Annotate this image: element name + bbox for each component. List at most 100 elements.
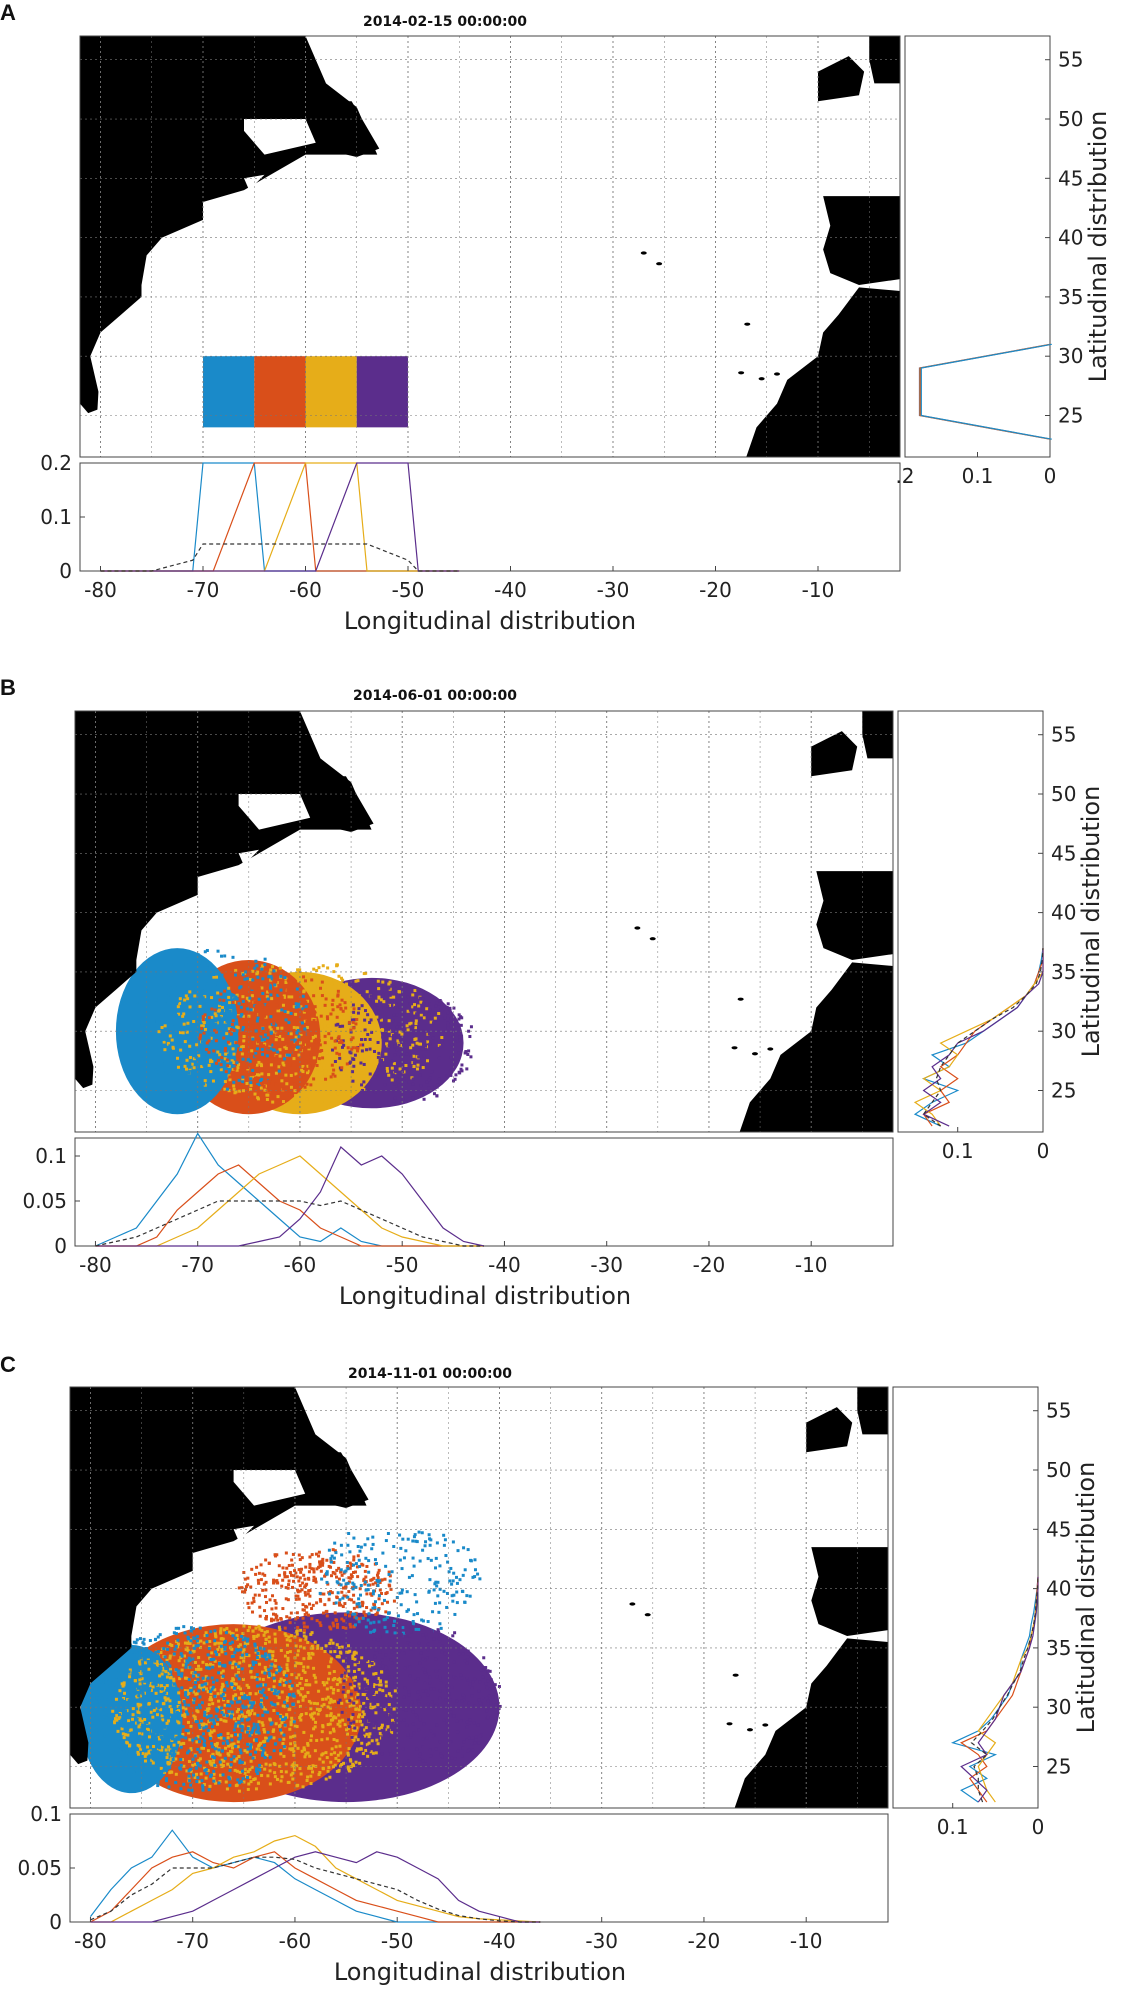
panel-b-particle: [203, 1079, 207, 1083]
panel-c-particle: [423, 1670, 427, 1674]
panel-c-particle: [304, 1683, 308, 1687]
panel-c-particle: [303, 1670, 307, 1674]
panel-c-particle: [222, 1713, 226, 1717]
panel-b-particle: [286, 1031, 290, 1035]
panel-c-particle: [342, 1679, 346, 1683]
panel-b-particle: [421, 1029, 425, 1033]
panel-c-particle: [381, 1664, 385, 1668]
panel-b-particle: [223, 1087, 227, 1091]
panel-c-particle: [302, 1657, 306, 1661]
panel-b-particle: [308, 1036, 312, 1040]
panel-c-particle: [361, 1692, 365, 1696]
panel-c-particle: [232, 1728, 236, 1732]
panel-c-particle: [176, 1638, 180, 1642]
panel-c-particle: [408, 1634, 412, 1638]
panel-b-particle: [205, 1047, 209, 1051]
panel-c-particle: [133, 1679, 137, 1683]
panel-c-particle: [374, 1561, 378, 1565]
panel-b-particle: [302, 1075, 306, 1079]
panel-c-particle: [320, 1646, 324, 1650]
panel-c-particle: [471, 1748, 475, 1752]
panel-c-particle: [283, 1575, 287, 1579]
panel-b-particle: [227, 1089, 231, 1093]
panel-c-particle: [280, 1731, 284, 1735]
panel-c-particle: [196, 1643, 200, 1647]
panel-c-particle: [163, 1686, 167, 1690]
panel-c-particle: [409, 1647, 413, 1651]
panel-c-particle: [250, 1666, 254, 1670]
panel-c-particle: [237, 1708, 241, 1712]
panel-b-particle: [224, 1009, 228, 1013]
panel-c-particle: [347, 1767, 351, 1771]
panel-c-particle: [363, 1704, 367, 1708]
panel-c-particle: [227, 1775, 231, 1779]
panel-c-particle: [374, 1672, 378, 1676]
panel-b-particle: [214, 1014, 218, 1018]
panel-c-particle: [135, 1651, 139, 1655]
panel-c-particle: [278, 1628, 282, 1632]
panel-b-particle: [192, 1066, 196, 1070]
panel-c-particle: [281, 1578, 285, 1582]
panel-b-particle: [401, 1052, 405, 1056]
panel-c-particle: [327, 1548, 331, 1552]
panel-c-particle: [332, 1560, 336, 1564]
panel-c-particle: [373, 1705, 377, 1709]
panel-b-particle: [387, 982, 391, 986]
panel-c-particle: [322, 1683, 326, 1687]
panel-c-particle: [484, 1666, 488, 1670]
panel-c-particle: [380, 1578, 384, 1582]
panel-b-particle: [435, 1001, 439, 1005]
panel-c-particle: [305, 1625, 309, 1629]
panel-b-particle: [242, 1035, 246, 1039]
panel-b-particle: [427, 1078, 431, 1082]
panel-c-particle: [220, 1758, 224, 1762]
panel-c-particle: [265, 1696, 269, 1700]
panel-c-particle: [357, 1558, 361, 1562]
panel-b-particle: [337, 1035, 341, 1039]
panel-b-particle: [205, 1037, 209, 1041]
panel-c-particle: [358, 1605, 362, 1609]
panel-c-particle: [225, 1681, 229, 1685]
panel-b-particle: [342, 1016, 346, 1020]
panel-b-particle: [290, 995, 294, 999]
panel-c-particle: [388, 1714, 392, 1718]
panel-b-particle: [274, 1082, 278, 1086]
panel-c-particle: [172, 1679, 176, 1683]
panel-c-particle: [376, 1638, 380, 1642]
panel-b-particle: [229, 1036, 233, 1040]
panel-c-particle: [220, 1648, 224, 1652]
panel-b-map: [74, 710, 894, 1133]
panel-b-particle: [164, 1010, 168, 1014]
panel-c-particle: [285, 1699, 289, 1703]
panel-b-particle: [251, 1072, 255, 1076]
panel-c-particle: [318, 1560, 322, 1564]
panel-c-particle: [181, 1713, 185, 1717]
panel-c-particle: [438, 1740, 442, 1744]
panel-c-particle: [387, 1703, 391, 1707]
panel-c-particle: [429, 1558, 433, 1562]
panel-c-particle: [455, 1601, 459, 1605]
panel-b-particle: [198, 1004, 202, 1008]
panel-b-particle: [448, 1008, 452, 1012]
panel-c-particle: [219, 1706, 223, 1710]
panel-b-particle: [188, 990, 192, 994]
panel-b-particle: [228, 1042, 232, 1046]
panel-c-particle: [370, 1739, 374, 1743]
panel-b-particle: [401, 1097, 405, 1101]
panel-b-particle: [282, 1013, 286, 1017]
panel-c-particle: [390, 1718, 394, 1722]
panel-c-particle: [355, 1749, 359, 1753]
panel-c-particle: [428, 1543, 432, 1547]
panel-c-particle: [171, 1758, 175, 1762]
panel-c-particle: [420, 1618, 424, 1622]
panel-c-particle: [248, 1664, 252, 1668]
panel-c-particle: [290, 1764, 294, 1768]
panel-c-particle: [286, 1695, 290, 1699]
panel-c-particle: [380, 1723, 384, 1727]
panel-c-particle: [491, 1695, 495, 1699]
panel-c-particle: [234, 1733, 238, 1737]
panel-c-particle: [479, 1668, 483, 1672]
panel-c-particle: [277, 1665, 281, 1669]
panel-b-particle: [427, 1032, 431, 1036]
